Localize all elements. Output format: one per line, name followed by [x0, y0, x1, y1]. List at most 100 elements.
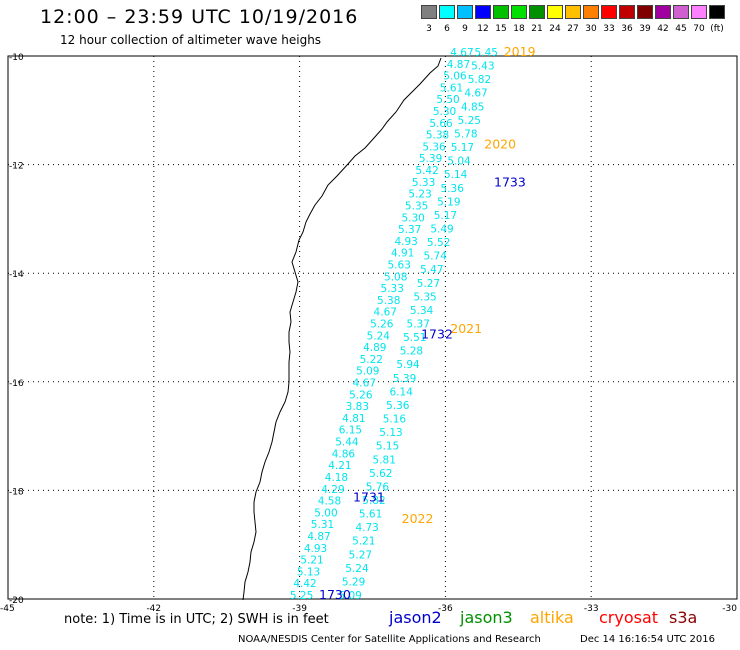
- legend-label: 39: [639, 24, 651, 34]
- swh-value-track-a: 5.00: [314, 507, 337, 519]
- swh-value-track-b: 5.13: [379, 427, 402, 439]
- swh-value-track-b: 5.16: [383, 414, 407, 426]
- swh-value-track-a: 5.44: [335, 437, 359, 449]
- legend-swatch: [547, 5, 563, 19]
- swh-value-track-b: 5.28: [400, 346, 423, 358]
- swh-value-track-a: 5.06: [443, 71, 467, 83]
- legend-swatch: [655, 5, 671, 19]
- swh-value-track-b: 5.74: [424, 251, 448, 263]
- legend-swatch: [457, 5, 473, 19]
- legend-label: 45: [675, 24, 687, 34]
- timestamp-text: Dec 14 16:16:54 UTC 2016: [580, 634, 715, 645]
- swh-value-track-a: 3.83: [346, 401, 369, 413]
- coastline: [242, 57, 442, 601]
- swh-value-track-b: 5.94: [396, 359, 420, 371]
- legend-swatch: [583, 5, 599, 19]
- legend-label: 33: [603, 24, 615, 34]
- legend-label: 3: [426, 24, 432, 34]
- credit-text: NOAA/NESDIS Center for Satellite Applica…: [238, 634, 541, 645]
- legend-label: 42: [657, 24, 669, 34]
- lat-tick-label: -20: [9, 596, 24, 606]
- swh-value-track-a: 5.30: [433, 106, 456, 118]
- swh-value-track-b: 5.34: [410, 305, 434, 317]
- swh-value-track-a: 5.31: [311, 519, 334, 531]
- swh-value-track-a: 6.15: [339, 425, 362, 437]
- swh-value-track-b: 5.17: [451, 142, 474, 154]
- lon-tick-label: -36: [438, 604, 453, 614]
- swh-value-track-a: 5.24: [367, 330, 391, 342]
- swh-value-track-b: 5.21: [352, 536, 375, 548]
- swh-value-track-b: 5.09: [338, 590, 361, 602]
- swh-value-track-a: 4.67: [374, 307, 397, 319]
- swh-value-track-a: 5.08: [384, 271, 407, 283]
- swh-value-track-b: 5.78: [454, 128, 477, 140]
- legend-label: 27: [567, 24, 579, 34]
- satellite-label-altika: altika: [530, 608, 574, 627]
- swh-value-track-b: 5.39: [393, 373, 416, 385]
- swh-value-track-b: 5.25: [458, 115, 481, 127]
- legend-label: 18: [513, 24, 525, 34]
- swh-value-track-b: 5.14: [444, 169, 468, 181]
- swh-value-track-a: 4.81: [342, 413, 365, 425]
- swh-value-track-b: 5.82: [468, 74, 491, 86]
- swh-value-track-b: 5.04: [447, 156, 471, 168]
- pass-time-label: 1733: [494, 174, 526, 189]
- swh-value-track-a: 4.21: [328, 460, 351, 472]
- swh-value-track-b: 5.51: [403, 332, 426, 344]
- lat-tick-label: -12: [9, 162, 24, 172]
- legend-label: 12: [477, 24, 489, 34]
- legend-swatch: [637, 5, 653, 19]
- swh-value-track-a: 4.42: [293, 578, 316, 590]
- swh-value-track-a: 4.18: [325, 472, 348, 484]
- legend-label: (ft): [710, 24, 724, 34]
- legend-label: 30: [585, 24, 597, 34]
- swh-value-track-a: 4.86: [332, 448, 356, 460]
- swh-value-track-a: 5.26: [349, 389, 373, 401]
- lat-tick-label: -18: [9, 487, 24, 497]
- swh-value-track-b: 5.29: [342, 576, 365, 588]
- legend-label: 15: [495, 24, 507, 34]
- swh-value-track-a: 5.33: [381, 283, 404, 295]
- pass-time-label: 2020: [484, 136, 516, 151]
- swh-value-track-a: 5.35: [405, 200, 428, 212]
- swh-value-track-a: 4.87: [447, 59, 470, 71]
- legend-swatch: [511, 5, 527, 19]
- swh-value-track-b: 5.35: [413, 291, 436, 303]
- swh-value-track-a: 5.36: [422, 141, 446, 153]
- legend-label: 9: [462, 24, 468, 34]
- lat-tick-label: -16: [9, 379, 24, 389]
- lon-tick-label: -30: [722, 604, 737, 614]
- pass-time-label: 2021: [450, 321, 482, 336]
- swh-value-track-b: 5.82: [362, 495, 385, 507]
- swh-value-track-a: 5.66: [429, 118, 453, 130]
- swh-value-track-a: 5.39: [419, 153, 442, 165]
- swh-value-track-b: 5.19: [437, 196, 460, 208]
- swh-value-track-b: 5.52: [427, 237, 450, 249]
- satellite-label-cryosat: cryosat: [599, 608, 659, 627]
- swh-value-track-a: 4.29: [321, 484, 344, 496]
- swh-value-track-b: 6.14: [390, 386, 414, 398]
- legend-label: 6: [444, 24, 450, 34]
- swh-value-track-a: 4.58: [318, 496, 341, 508]
- swh-value-track-a: 4.67: [450, 47, 473, 59]
- swh-value-track-b: 4.67: [464, 88, 487, 100]
- lat-tick-label: -10: [9, 53, 24, 63]
- swh-value-track-b: 5.43: [471, 61, 494, 73]
- swh-value-track-a: 4.87: [307, 531, 330, 543]
- swh-value-track-b: 5.76: [366, 481, 390, 493]
- swh-value-track-a: 5.61: [440, 82, 463, 94]
- swh-value-track-b: 5.27: [349, 549, 372, 561]
- swh-value-track-a: 4.91: [391, 248, 414, 260]
- swh-value-track-b: 5.37: [407, 319, 430, 331]
- swh-value-track-b: 5.36: [441, 183, 465, 195]
- legend-label: 70: [693, 24, 705, 34]
- swh-value-track-a: 4.89: [363, 342, 386, 354]
- legend-swatch: [493, 5, 509, 19]
- pass-time-label: 1732: [421, 326, 453, 341]
- legend-swatch: [421, 5, 437, 19]
- page-title: 12:00 – 23:59 UTC 10/19/2016: [40, 6, 359, 28]
- legend-swatch: [709, 5, 725, 19]
- lon-tick-label: -39: [292, 604, 307, 614]
- swh-value-track-a: 4.93: [304, 543, 327, 555]
- swh-value-track-b: 5.81: [373, 454, 396, 466]
